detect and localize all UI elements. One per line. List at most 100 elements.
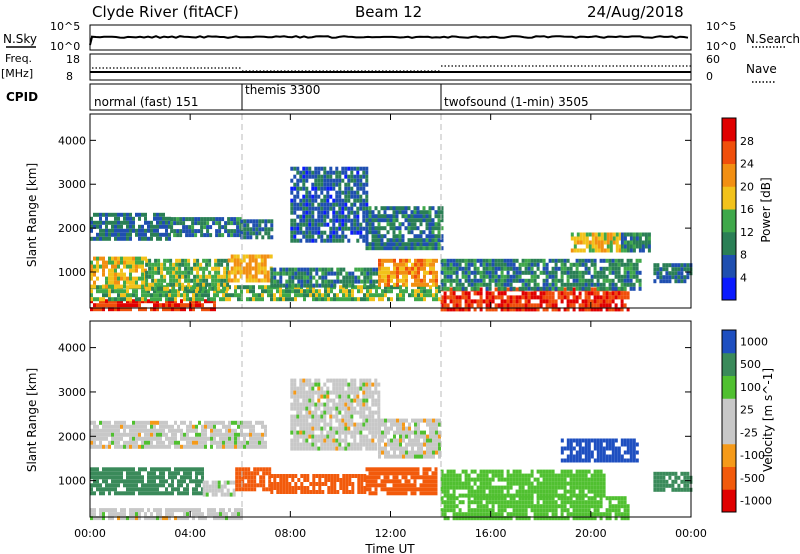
- heatmap-cell: [326, 234, 330, 239]
- heatmap-cell: [209, 225, 213, 230]
- heatmap-cell: [518, 262, 522, 267]
- heatmap-cell: [452, 508, 456, 513]
- heatmap-cell: [491, 262, 495, 267]
- heatmap-cell: [270, 297, 273, 302]
- heatmap-cell: [405, 454, 408, 459]
- heatmap-cell: [252, 440, 255, 445]
- heatmap-cell: [420, 285, 423, 290]
- heatmap-cell: [204, 436, 207, 441]
- heatmap-cell: [584, 508, 588, 513]
- heatmap-cell: [590, 258, 594, 263]
- heatmap-cell: [172, 270, 176, 275]
- heatmap-cell: [108, 280, 111, 285]
- heatmap-cell: [234, 432, 237, 437]
- heatmap-cell: [626, 244, 630, 249]
- heatmap-cell: [332, 446, 336, 451]
- heatmap-cell: [371, 382, 375, 387]
- colorbar-segment: [722, 254, 736, 278]
- heatmap-cell: [266, 274, 270, 279]
- heatmap-cell: [177, 487, 180, 492]
- heatmap-cell: [96, 236, 99, 241]
- heatmap-cell: [153, 491, 156, 496]
- heatmap-cell: [515, 508, 519, 513]
- heatmap-cell: [425, 242, 429, 247]
- heatmap-cell: [599, 303, 603, 308]
- heatmap-cell: [201, 428, 204, 433]
- heatmap-cell: [150, 487, 153, 492]
- heatmap-cell: [440, 508, 444, 513]
- heatmap-cell: [108, 432, 111, 437]
- heatmap-cell: [375, 289, 378, 294]
- heatmap-cell: [368, 382, 372, 387]
- heatmap-cell: [123, 260, 126, 265]
- heatmap-cell: [387, 442, 390, 447]
- noise-left-tick-top: 10^5: [50, 20, 80, 33]
- heatmap-cell: [111, 224, 114, 229]
- heatmap-cell: [141, 284, 144, 289]
- heatmap-cell: [413, 471, 417, 476]
- heatmap-cell: [159, 512, 162, 517]
- heatmap-cell: [123, 232, 126, 237]
- heatmap-cell: [353, 434, 357, 439]
- heatmap-cell: [296, 402, 300, 407]
- heatmap-cell: [429, 418, 432, 423]
- heatmap-cell: [432, 278, 435, 283]
- heatmap-cell: [117, 428, 120, 433]
- heatmap-cell: [575, 278, 579, 283]
- heatmap-cell: [345, 482, 349, 486]
- heatmap-cell: [144, 516, 147, 521]
- heatmap-cell: [569, 504, 573, 509]
- heatmap-cell: [171, 512, 174, 517]
- heatmap-cell: [270, 267, 274, 272]
- heatmap-cell: [129, 307, 132, 312]
- heatmap-cell: [111, 303, 114, 308]
- heatmap-cell: [371, 226, 375, 231]
- heatmap-cell: [96, 268, 99, 273]
- heatmap-cell: [348, 293, 351, 298]
- heatmap-cell: [329, 418, 333, 423]
- heatmap-cell: [593, 496, 597, 501]
- heatmap-cell: [411, 446, 414, 451]
- heatmap-cell: [299, 218, 303, 223]
- heatmap-cell: [222, 440, 225, 445]
- heatmap-cell: [494, 287, 498, 292]
- heatmap-cell: [199, 282, 203, 287]
- heatmap-cell: [551, 303, 555, 308]
- heatmap-cell: [217, 270, 221, 275]
- heatmap-cell: [582, 232, 586, 237]
- noise-sky-line: [89, 35, 689, 46]
- heatmap-cell: [234, 440, 237, 445]
- heatmap-cell: [144, 289, 147, 294]
- heatmap-cell: [138, 444, 141, 449]
- heatmap-cell: [623, 232, 627, 237]
- heatmap-cell: [449, 291, 453, 296]
- heatmap-cell: [311, 434, 315, 439]
- heatmap-cell: [117, 297, 120, 302]
- heatmap-cell: [345, 271, 349, 276]
- heatmap-cell: [249, 235, 253, 240]
- heatmap-cell: [341, 438, 345, 443]
- heatmap-cell: [201, 424, 204, 429]
- heatmap-cell: [90, 220, 93, 225]
- heatmap-cell: [96, 307, 99, 312]
- heatmap-cell: [488, 286, 492, 291]
- heatmap-cell: [105, 228, 108, 233]
- heatmap-cell: [402, 454, 405, 459]
- heatmap-cell: [347, 414, 351, 419]
- heatmap-cell: [153, 297, 156, 302]
- heatmap-cell: [96, 212, 99, 217]
- heatmap-cell: [524, 295, 528, 300]
- heatmap-cell: [348, 279, 352, 284]
- heatmap-cell: [308, 198, 312, 203]
- heatmap-cell: [536, 266, 540, 271]
- heatmap-cell: [102, 444, 105, 449]
- heatmap-cell: [330, 271, 334, 276]
- heatmap-cell: [317, 234, 321, 239]
- heatmap-cell: [308, 222, 312, 227]
- heatmap-cell: [614, 266, 618, 271]
- heatmap-cell: [237, 436, 240, 441]
- heatmap-cell: [347, 238, 351, 243]
- heatmap-cell: [371, 491, 375, 496]
- heatmap-cell: [677, 263, 681, 268]
- heatmap-cell: [384, 274, 387, 279]
